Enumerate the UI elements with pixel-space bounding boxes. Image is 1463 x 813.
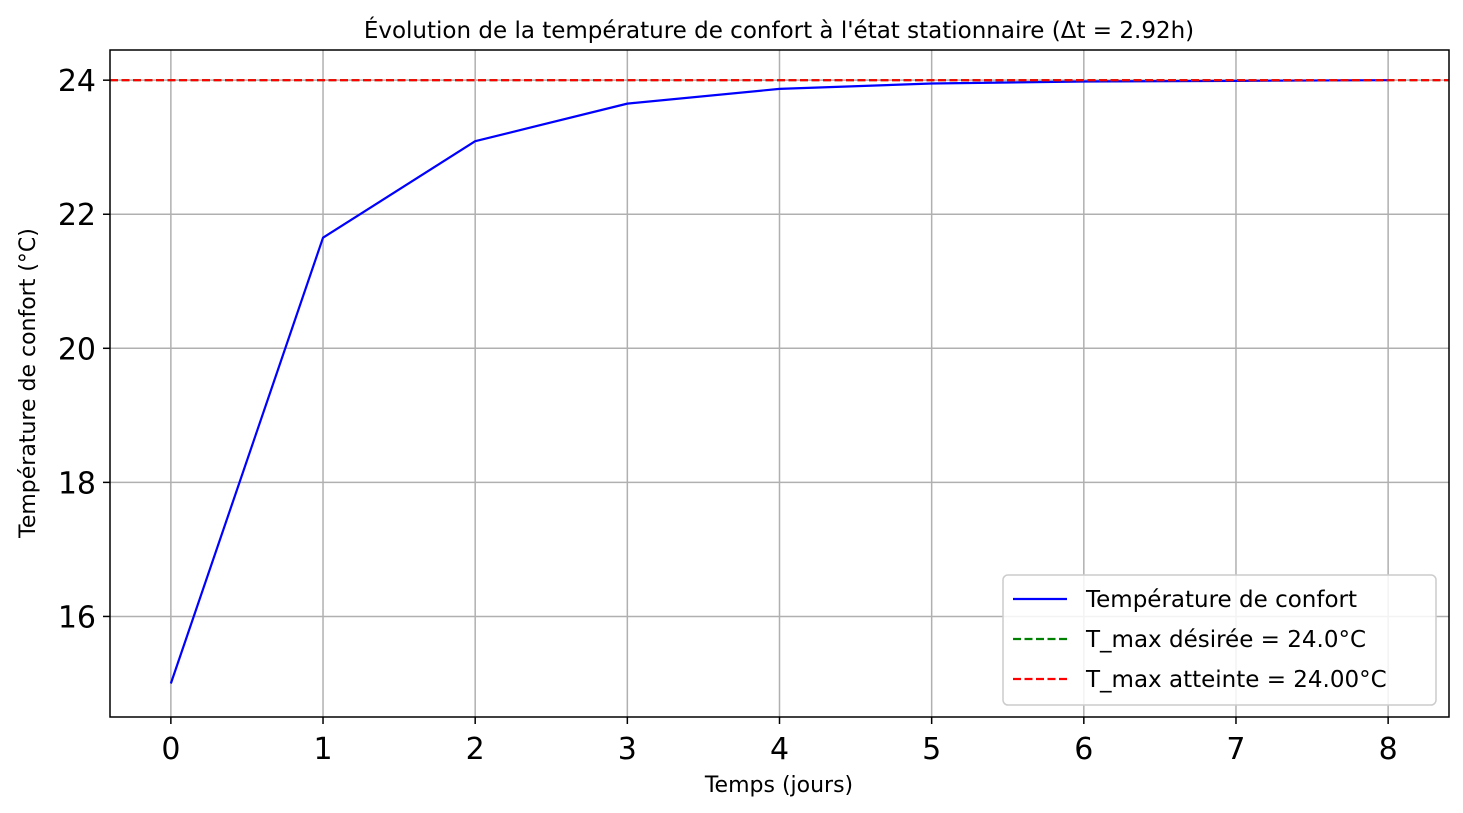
y-tick-label: 18 <box>58 466 96 501</box>
y-tick-label: 24 <box>58 64 96 99</box>
x-tick-label: 1 <box>313 732 332 767</box>
x-tick-label: 5 <box>922 732 941 767</box>
ticks: 0 1 2 3 4 5 6 7 8 16 18 20 22 24 <box>58 64 1398 767</box>
legend-label: T_max désirée = 24.0°C <box>1085 627 1366 653</box>
legend-box <box>1002 574 1437 706</box>
chart-title: Évolution de la température de confort à… <box>364 16 1194 44</box>
x-axis-label: Temps (jours) <box>704 773 853 798</box>
legend-label: T_max atteinte = 24.00°C <box>1085 667 1387 693</box>
y-tick-label: 16 <box>58 600 96 635</box>
x-tick-label: 8 <box>1379 732 1398 767</box>
legend: Température de confort T_max désirée = 24… <box>1002 574 1437 706</box>
x-tick-label: 2 <box>466 732 485 767</box>
series-layer <box>110 79 1449 684</box>
x-tick-label: 7 <box>1226 732 1245 767</box>
x-tick-label: 0 <box>161 732 180 767</box>
x-tick-label: 4 <box>770 732 789 767</box>
y-tick-label: 22 <box>58 198 96 233</box>
legend-label: Température de confort <box>1085 587 1357 613</box>
x-tick-label: 6 <box>1074 732 1093 767</box>
x-tick-label: 3 <box>618 732 637 767</box>
y-axis-label: Température de confort (°C) <box>16 228 41 539</box>
y-tick-label: 20 <box>58 332 96 367</box>
